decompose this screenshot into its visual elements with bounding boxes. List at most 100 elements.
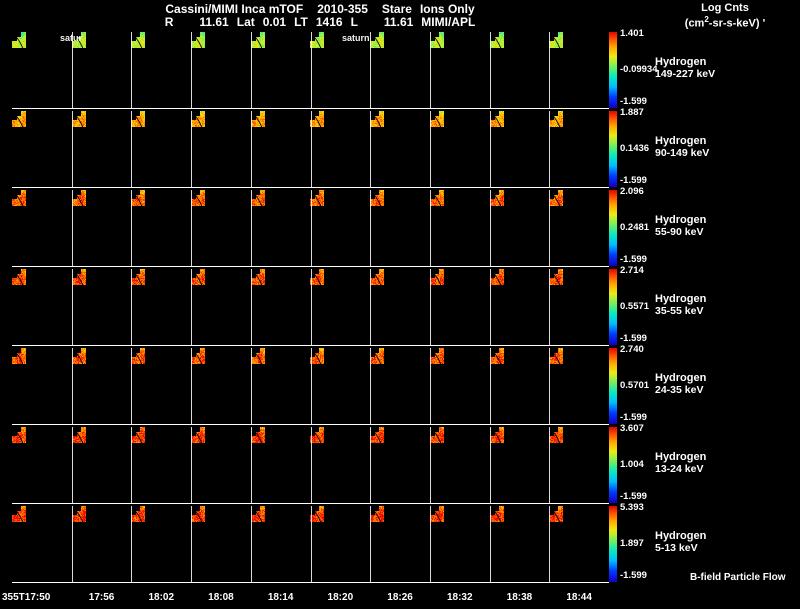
- sky-map-cell[interactable]: 60 90 12: [489, 32, 550, 108]
- panel-divider: [12, 582, 609, 583]
- sky-map-cell[interactable]: 60 90 12: [489, 111, 550, 187]
- sky-map-cell[interactable]: 60 90 12: [429, 427, 490, 503]
- sky-map-cell[interactable]: 60 90 12: [12, 269, 72, 345]
- sky-map-cell[interactable]: 60 90 12: [131, 427, 192, 503]
- axis-tick-mark: [310, 178, 316, 187]
- sky-map-cell[interactable]: 60 90 12: [131, 190, 192, 266]
- sky-map-cell[interactable]: 60 90 12: [71, 111, 132, 187]
- sky-map-cell[interactable]: 60 90 12: [12, 190, 72, 266]
- sky-map-cell[interactable]: 60 90 12: [489, 506, 550, 582]
- sky-map-cell[interactable]: 60 90 12: [549, 348, 609, 424]
- sky-map-cell[interactable]: 60 90 12: [71, 348, 132, 424]
- sky-map-cell[interactable]: 60 90 12: [370, 427, 430, 503]
- axis-tick-mark: [131, 573, 137, 582]
- sky-map-cell[interactable]: 60 90 12: [310, 32, 371, 108]
- sky-map-cell[interactable]: 60 90 12: [71, 269, 132, 345]
- sky-map-cell[interactable]: 60 90 12: [310, 111, 371, 187]
- sky-map-cell[interactable]: 60 90 12: [250, 427, 311, 503]
- axis-tick-mark: [429, 494, 435, 503]
- axis-tick-mark: [549, 99, 555, 108]
- axis-tick-mark: [577, 269, 583, 279]
- sky-map-cell[interactable]: 60 90 12: [549, 190, 609, 266]
- sky-map-cell[interactable]: 60 90 12: [489, 190, 550, 266]
- sky-map-cell[interactable]: 60 90 12: [429, 32, 490, 108]
- axis-tick-mark: [131, 190, 137, 199]
- sky-map-cell[interactable]: 60 90 12: [12, 111, 72, 187]
- sky-map-cell[interactable]: 60 90 12: [12, 32, 72, 108]
- sky-map-cell[interactable]: 60 90 12: [489, 269, 550, 345]
- sky-map-cell[interactable]: 60 90 12: [310, 269, 371, 345]
- sky-map-cell[interactable]: 60 90 12: [131, 32, 192, 108]
- sky-map-cell[interactable]: 60 90 12: [191, 190, 251, 266]
- sky-map-cell[interactable]: 60 90 12: [250, 269, 311, 345]
- sky-map-cell[interactable]: 60 90 12: [310, 190, 371, 266]
- sky-map-cell[interactable]: 60 90 12: [71, 32, 132, 108]
- axis-tick-mark: [39, 269, 45, 279]
- axis-tick-mark: [549, 32, 555, 41]
- pitch-angle-label: 90: [276, 223, 287, 233]
- sky-map-cell[interactable]: 60 90 12: [549, 269, 609, 345]
- sky-map-cell[interactable]: 60 90 12: [370, 269, 430, 345]
- pitch-angle-contours: [491, 506, 541, 582]
- sky-map-cell[interactable]: 60 90 12: [429, 269, 490, 345]
- sky-map-cell[interactable]: 60 90 12: [131, 506, 192, 582]
- pitch-angle-contours: [491, 269, 541, 345]
- axis-tick-mark: [126, 178, 132, 187]
- sky-map-cell[interactable]: 60 90 12: [131, 348, 192, 424]
- sky-map-cell[interactable]: 60 90 12: [191, 111, 251, 187]
- sky-map-cell[interactable]: 60 90 12: [310, 427, 371, 503]
- axis-tick-mark: [424, 506, 430, 515]
- axis-tick-mark: [489, 573, 495, 582]
- sky-map-cell[interactable]: 60 90 12: [131, 111, 192, 187]
- pitch-angle-contours: [550, 269, 600, 345]
- energy-channel-caption: Hydrogen 90-149 keV: [655, 135, 709, 159]
- cell-separator: [429, 190, 431, 266]
- sky-map-cell[interactable]: 60 90 12: [191, 427, 251, 503]
- sky-map-cell[interactable]: 60 90 12: [429, 111, 490, 187]
- pitch-angle-contours: [491, 111, 541, 187]
- sky-map-cell[interactable]: 60 90 12: [12, 427, 72, 503]
- cell-separator: [191, 348, 193, 424]
- sky-map-cell[interactable]: 60 90 12: [71, 427, 132, 503]
- sky-map-cell[interactable]: 60 90 12: [549, 427, 609, 503]
- sky-map-cell[interactable]: 60 90 12: [71, 190, 132, 266]
- sky-map-cell[interactable]: 60 90 12: [429, 348, 490, 424]
- pitch-angle-label: 90: [396, 302, 407, 312]
- sky-map-cell[interactable]: 60 90 12: [310, 348, 371, 424]
- axis-tick-mark: [250, 506, 256, 515]
- sky-map-cell[interactable]: 60 90 12: [370, 111, 430, 187]
- sky-map-cell[interactable]: 60 90 12: [549, 111, 609, 187]
- sky-map-cell[interactable]: 60 90 12: [250, 190, 311, 266]
- sky-map-cell[interactable]: 60 90 12: [549, 506, 609, 582]
- sky-map-cell[interactable]: 60 90 12: [370, 506, 430, 582]
- sky-map-cell[interactable]: 60 90 12: [131, 269, 192, 345]
- sky-map-cell[interactable]: 60 90 12: [489, 348, 550, 424]
- axis-tick-mark: [577, 506, 583, 516]
- sky-map-cell[interactable]: 60 90 12: [250, 506, 311, 582]
- sky-map-cell[interactable]: 60 90 12: [71, 506, 132, 582]
- pitch-angle-contours: [192, 111, 242, 187]
- sky-map-cell[interactable]: 60 90 12: [250, 32, 311, 108]
- pitch-angle-contours: [73, 32, 123, 108]
- axis-tick-mark: [457, 32, 463, 42]
- sky-map-cell[interactable]: 60 90 12: [429, 190, 490, 266]
- sky-map-cell[interactable]: 60 90 12: [429, 506, 490, 582]
- sky-map-cell[interactable]: 60 90 12: [250, 111, 311, 187]
- sky-map-cell[interactable]: 60 90 12: [370, 190, 430, 266]
- sky-map-cell[interactable]: 60 90 12: [191, 506, 251, 582]
- axis-tick-mark: [278, 256, 284, 266]
- cell-separator: [549, 111, 551, 187]
- sky-map-cell[interactable]: 60 90 12: [191, 32, 251, 108]
- sky-map-cell[interactable]: 60 90 12: [191, 269, 251, 345]
- sky-map-cell[interactable]: 60 90 12: [250, 348, 311, 424]
- sky-map-cell[interactable]: 60 90 12: [370, 32, 430, 108]
- sky-map-cell[interactable]: 60 90 12: [370, 348, 430, 424]
- sky-map-cell[interactable]: 60 90 12: [549, 32, 609, 108]
- panel-divider: [12, 503, 609, 504]
- sky-map-cell[interactable]: 60 90 12: [12, 506, 72, 582]
- sky-map-cell[interactable]: 60 90 12: [12, 348, 72, 424]
- sky-map-cell[interactable]: 60 90 12: [489, 427, 550, 503]
- sky-map-cell[interactable]: 60 90 12: [191, 348, 251, 424]
- pitch-angle-label: 12: [355, 539, 366, 549]
- sky-map-cell[interactable]: 60 90 12: [310, 506, 371, 582]
